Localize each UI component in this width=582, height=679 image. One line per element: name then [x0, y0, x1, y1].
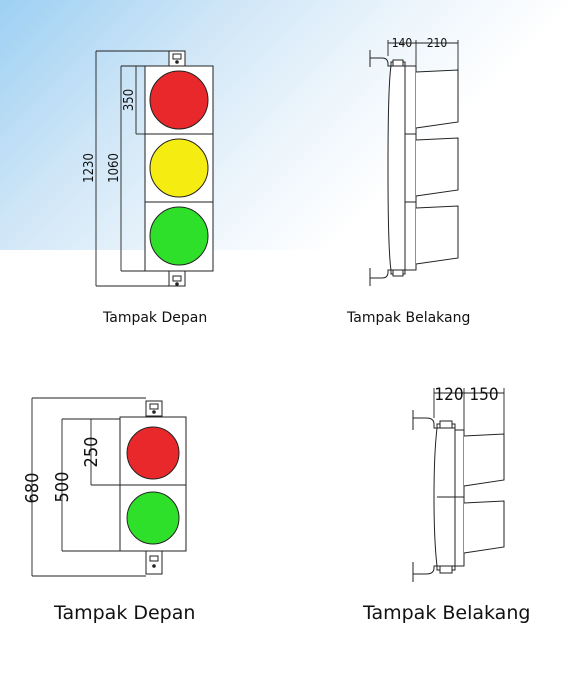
top-front-view	[95, 50, 214, 287]
bottom-bracket	[145, 550, 163, 575]
top-bracket	[168, 50, 186, 67]
dim-module-height: 250	[81, 437, 102, 468]
caption-top-back: Tampak Belakang	[347, 310, 471, 326]
caption-bottom-front: Tampak Depan	[54, 602, 196, 624]
bottom-front-view	[31, 397, 187, 577]
bottom-bracket	[168, 270, 186, 287]
green-lamp	[149, 206, 209, 266]
caption-top-front: Tampak Depan	[103, 310, 208, 326]
caption-bottom-back: Tampak Belakang	[363, 602, 531, 624]
dim-back-depth-a: 120	[434, 385, 463, 405]
top-back-view	[369, 40, 459, 286]
dimension-lines	[31, 397, 146, 577]
dim-module-height: 350	[122, 89, 137, 111]
dim-back-depth-b: 150	[469, 385, 498, 405]
dim-housing-height: 500	[52, 472, 73, 503]
dim-total-height: 680	[22, 473, 43, 504]
background-gradient	[0, 0, 582, 250]
dim-back-depth-b: 210	[427, 36, 448, 50]
dim-total-height: 1230	[82, 153, 97, 183]
green-lamp	[126, 491, 180, 545]
dim-housing-height: 1060	[107, 153, 122, 183]
red-lamp	[126, 426, 180, 480]
yellow-lamp	[149, 138, 209, 198]
dim-back-depth-a: 140	[392, 36, 413, 50]
red-lamp	[149, 70, 209, 130]
dimension-lines	[95, 50, 169, 287]
top-bracket	[145, 400, 163, 417]
bottom-back-view	[412, 388, 505, 582]
